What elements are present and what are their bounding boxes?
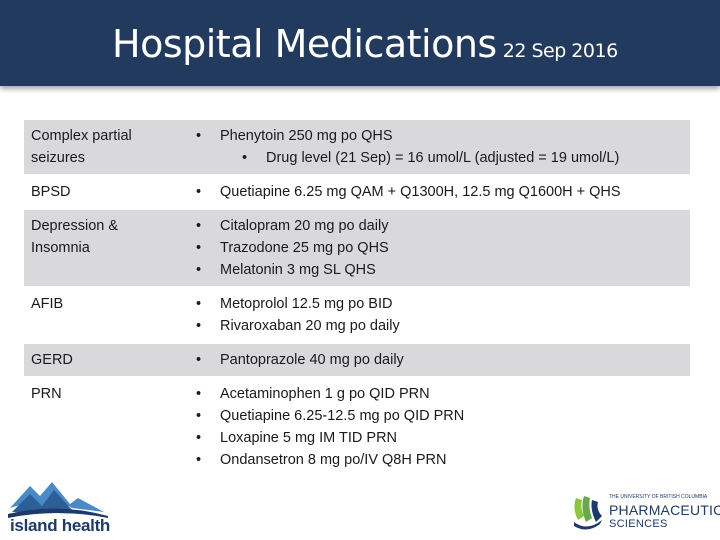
medication-text: Pantoprazole 40 mg po daily [220,352,404,368]
medication-cell: • Acetaminophen 1 g po QID PRN • Quetiapine… [186,378,690,476]
medication-text: Acetaminophen 1 g po QID PRN [220,386,430,402]
medication-text: Rivaroxaban 20 mg po daily [220,318,400,334]
medication-text: Quetiapine 6.25 mg QAM + Q1300H, 12.5 mg… [220,184,621,200]
table-row: Depression & Insomnia • Citalopram 20 mg po… [24,210,690,288]
medication-item: • Pantoprazole 40 mg po daily [196,349,686,371]
bullet-icon: • [196,452,202,468]
medication-text: Quetiapine 6.25-12.5 mg po QID PRN [220,408,465,424]
medication-text: Phenytoin 250 mg po QHS [220,128,393,144]
table-row: PRN • Acetaminophen 1 g po QID PRN • Quetiap… [24,378,690,478]
title-date: 22 Sep 2016 [502,40,618,62]
bullet-icon: • [196,128,202,144]
medications-table: Complex partial seizures • Phenytoin 250 mg… [24,120,690,478]
medication-subitem: • Drug level (21 Sep) = 16 umol/L (adjust… [196,147,686,169]
medication-item: • Rivaroxaban 20 mg po daily [196,315,686,337]
condition-label: BPSD [31,184,71,200]
condition-cell: AFIB [24,288,186,342]
medication-text: Trazodone 25 mg po QHS [220,240,389,256]
medication-text: Citalopram 20 mg po daily [220,218,389,234]
bullet-icon: • [196,408,202,424]
table-row: BPSD • Quetiapine 6.25 mg QAM + Q1300H, 12… [24,176,690,210]
bullet-icon: • [196,240,202,256]
medication-item: • Quetiapine 6.25 mg QAM + Q1300H, 12.5 m… [196,181,686,203]
medication-item: • Citalopram 20 mg po daily [196,215,686,237]
bullet-icon: • [196,352,202,368]
medication-item: • Loxapine 5 mg IM TID PRN [196,427,686,449]
bullet-icon: • [242,150,248,166]
ubc-logo-small-text: THE UNIVERSITY OF BRITISH COLUMBIA [609,494,708,500]
medication-text: Melatonin 3 mg SL QHS [220,262,376,278]
table-row: GERD • Pantoprazole 40 mg po daily [24,344,690,378]
ubc-pharmaceutical-sciences-logo-icon [574,496,602,530]
bullet-icon: • [196,296,202,312]
bullet-icon: • [196,318,202,334]
medication-item: • Quetiapine 6.25-12.5 mg po QID PRN [196,405,686,427]
condition-label: PRN [31,386,62,402]
medication-cell: • Citalopram 20 mg po daily • Trazodone 25 … [186,210,690,286]
medication-item: • Acetaminophen 1 g po QID PRN [196,383,686,405]
medication-item: • Metoprolol 12.5 mg po BID [196,293,686,315]
medication-text: Ondansetron 8 mg po/IV Q8H PRN [220,452,447,468]
ubc-logo-sub-text: SCIENCES [609,518,668,530]
medication-cell: • Pantoprazole 40 mg po daily [186,344,690,376]
medication-item: • Melatonin 3 mg SL QHS [196,259,686,281]
condition-cell: Depression & Insomnia [24,210,186,286]
condition-cell: BPSD [24,176,186,208]
medication-item: • Phenytoin 250 mg po QHS [196,125,686,147]
island-health-logo-icon [8,482,108,518]
medication-item: • Ondansetron 8 mg po/IV Q8H PRN [196,449,686,471]
table-row: AFIB • Metoprolol 12.5 mg po BID • Rivaroxab… [24,288,690,344]
condition-cell: PRN [24,378,186,476]
condition-label: seizures [31,150,85,166]
medication-subtext: Drug level (21 Sep) = 16 umol/L (adjuste… [266,150,620,166]
title-text: Hospital Medications [112,22,497,66]
condition-label: AFIB [31,296,64,312]
bullet-icon: • [196,184,202,200]
medication-item: • Trazodone 25 mg po QHS [196,237,686,259]
condition-label: Insomnia [31,240,90,256]
table-row: Complex partial seizures • Phenytoin 250 mg… [24,120,690,176]
bullet-icon: • [196,430,202,446]
title-bar: Hospital Medications 22 Sep 2016 [0,0,720,86]
page-title: Hospital Medications 22 Sep 2016 [112,22,618,66]
medication-text: Metoprolol 12.5 mg po BID [220,296,393,312]
condition-label: GERD [31,352,73,368]
condition-label: Depression & [31,218,119,234]
bullet-icon: • [196,386,202,402]
medication-cell: • Phenytoin 250 mg po QHS • Drug level (21 … [186,120,690,174]
bullet-icon: • [196,218,202,234]
condition-cell: GERD [24,344,186,376]
island-health-logo-text: island health [10,516,111,535]
medication-text: Loxapine 5 mg IM TID PRN [220,430,398,446]
condition-label: Complex partial [31,128,132,144]
bullet-icon: • [196,262,202,278]
medication-cell: • Metoprolol 12.5 mg po BID • Rivaroxaban 2… [186,288,690,342]
medication-cell: • Quetiapine 6.25 mg QAM + Q1300H, 12.5 m… [186,176,690,208]
condition-cell: Complex partial seizures [24,120,186,174]
ubc-logo-main-text: PHARMACEUTICAL [609,502,720,518]
